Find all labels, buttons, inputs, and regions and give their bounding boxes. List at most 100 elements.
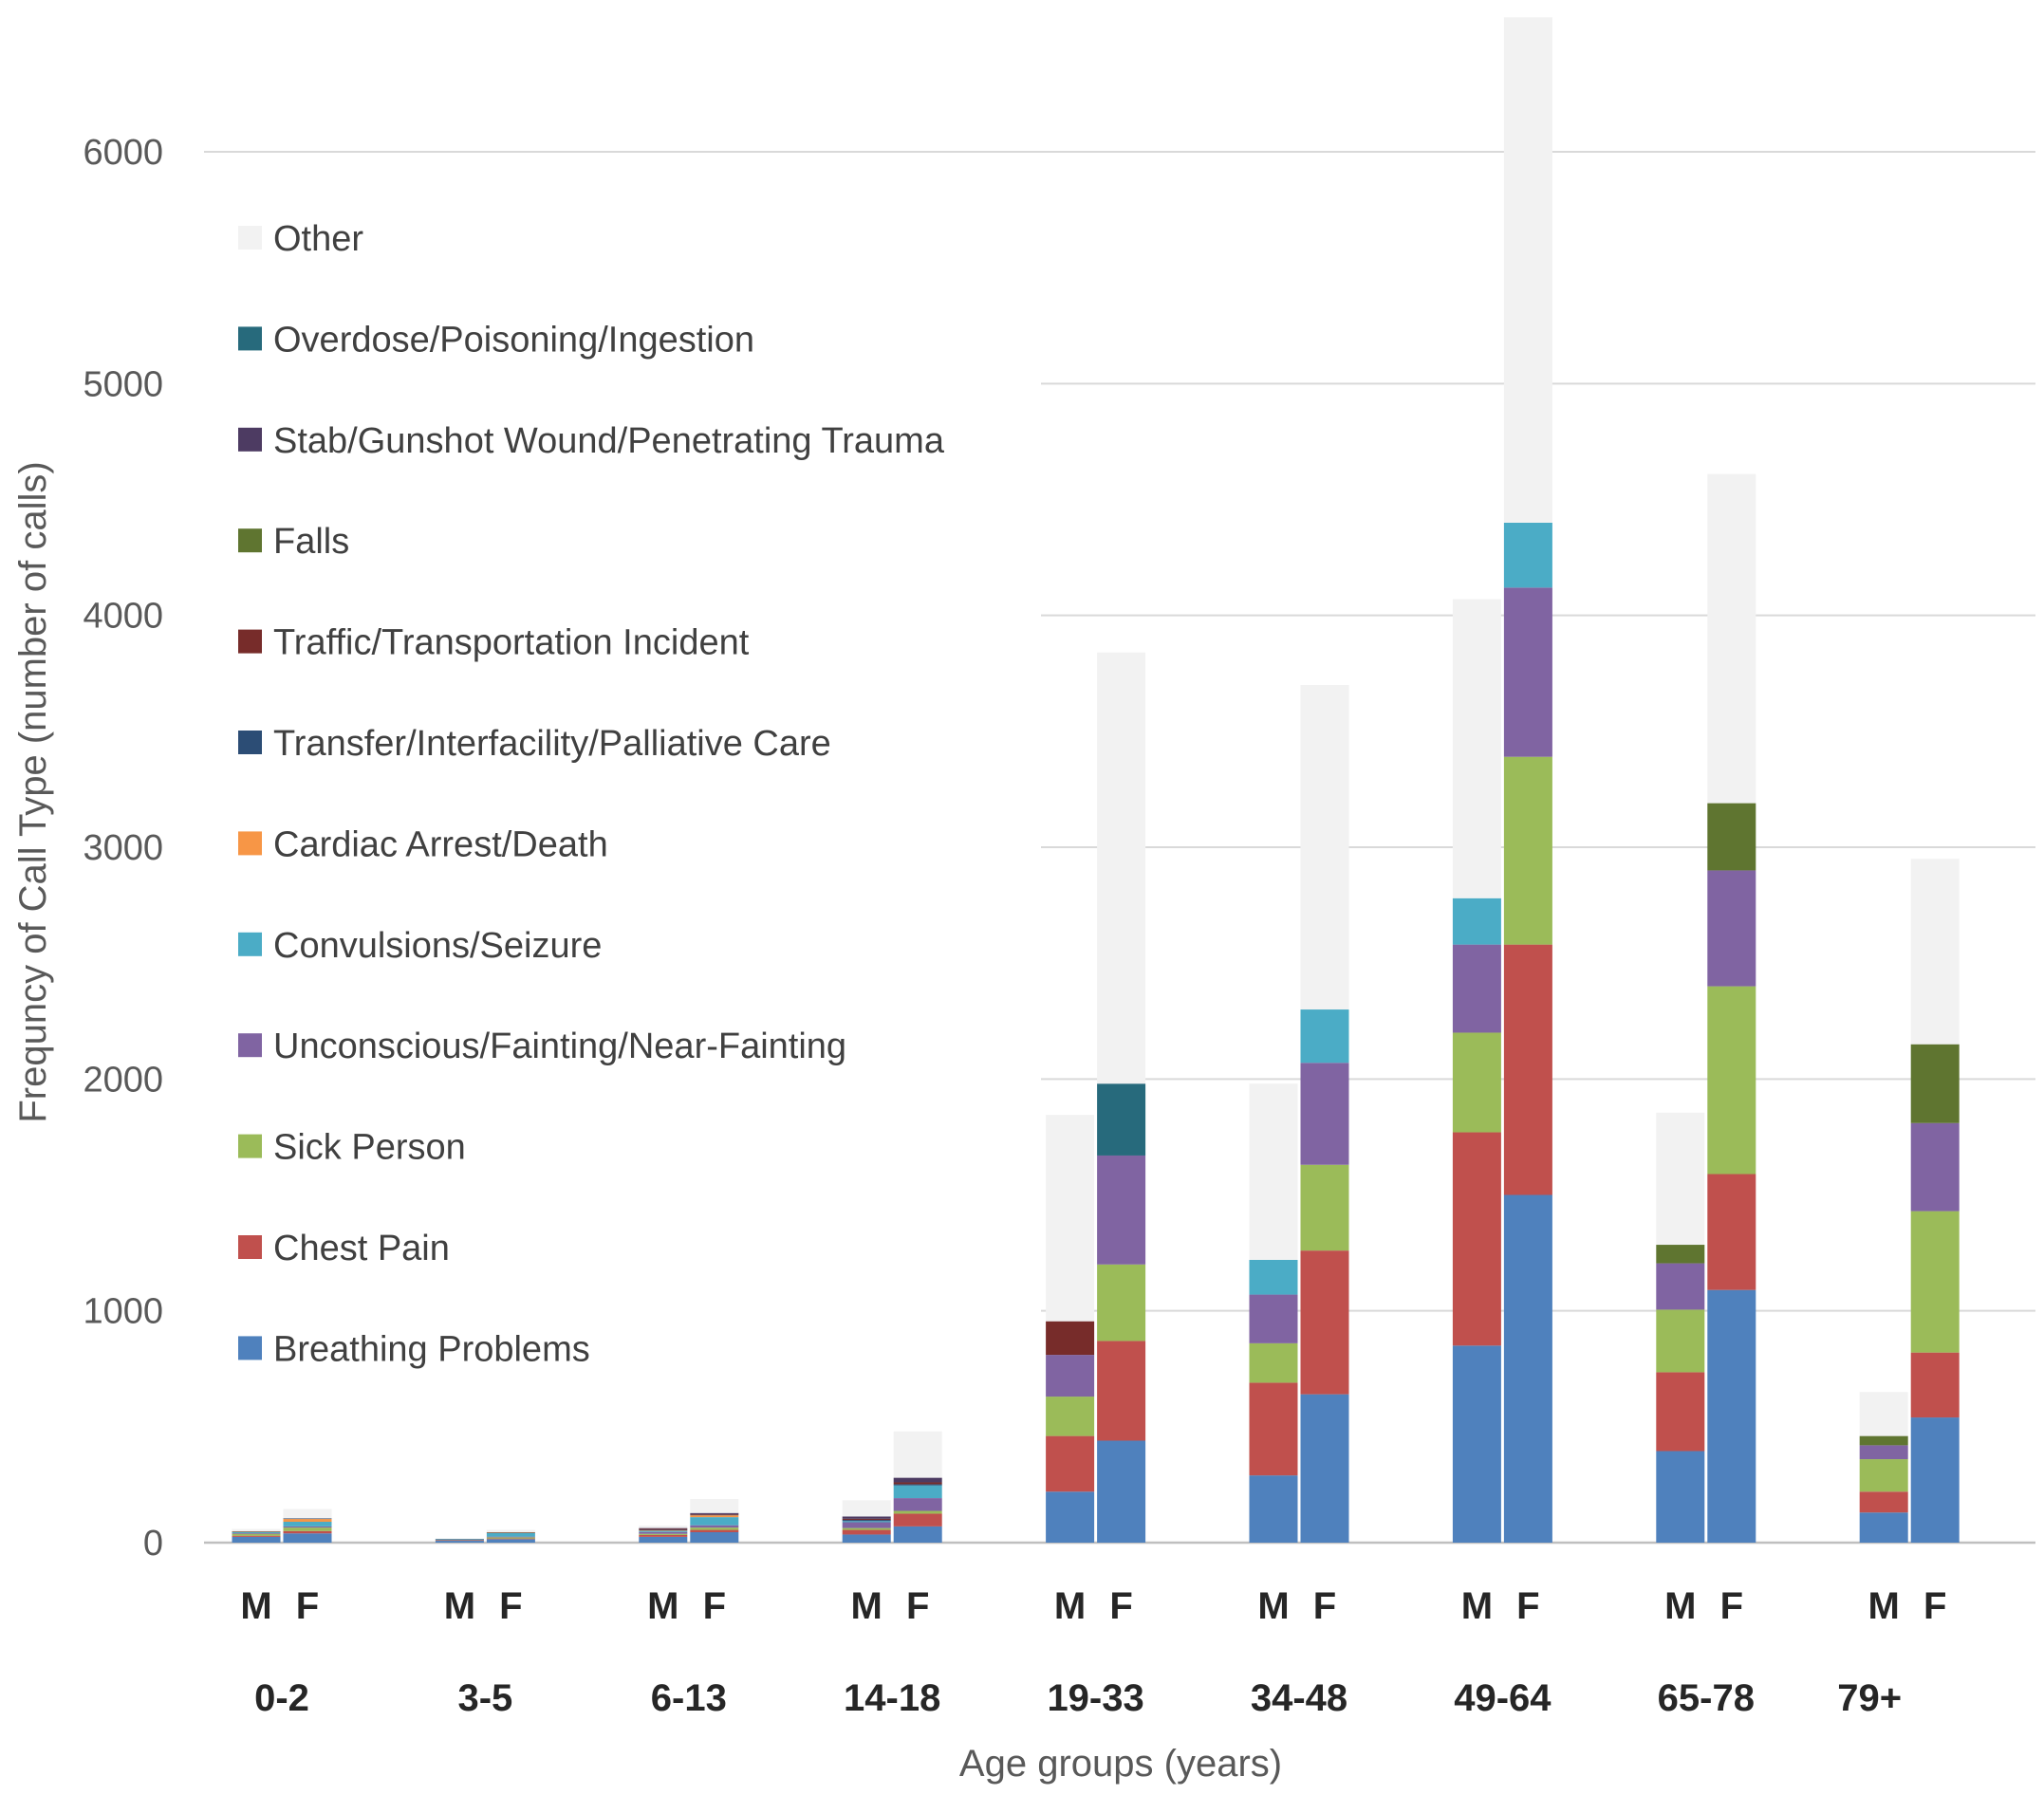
legend-swatch-chest-pain — [238, 1235, 262, 1259]
bar-segment-convulsions-seizure-3-5-f — [486, 1532, 535, 1537]
legend-label-sick-person: Sick Person — [273, 1128, 466, 1168]
legend-swatch-overdose-poisoning-ingestion — [238, 326, 262, 351]
bar-segment-breathing-problems-49-64-f — [1503, 1194, 1552, 1543]
bar-segment-falls-65-78-m — [1656, 1245, 1705, 1264]
bar-segment-breathing-problems-14-18-m — [842, 1534, 891, 1543]
legend-swatch-sick-person — [238, 1134, 262, 1158]
age-group-label: 6-13 — [651, 1677, 727, 1719]
bar-segment-chest-pain-19-33-m — [1046, 1435, 1095, 1492]
legend-label-overdose-poisoning-ingestion: Overdose/Poisoning/Ingestion — [273, 320, 754, 360]
bar-segment-cardiac-arrest-death-6-13-f — [690, 1515, 739, 1518]
bar-segment-falls-79-m — [1859, 1435, 1908, 1446]
bar-segment-unconscious-fainting-near-fainting-79-m — [1859, 1445, 1908, 1460]
bar-segment-breathing-problems-3-5-m — [435, 1541, 484, 1543]
legend-label-stab-gunshot-wound-penetrating-trauma: Stab/Gunshot Wound/Penetrating Trauma — [273, 421, 945, 461]
bar-segment-breathing-problems-65-78-f — [1707, 1289, 1756, 1543]
sex-label: M — [1868, 1585, 1900, 1627]
bar-segment-chest-pain-3-5-m — [435, 1540, 484, 1542]
bar-segment-cardiac-arrest-death-6-13-m — [639, 1530, 688, 1531]
y-tick-label: 4000 — [83, 597, 163, 637]
bar-segment-sick-person-6-13-m — [639, 1533, 688, 1535]
bar-segment-chest-pain-49-64-m — [1452, 1132, 1501, 1346]
bar-segment-unconscious-fainting-near-fainting-65-78-f — [1707, 870, 1756, 987]
bar-segment-unconscious-fainting-near-fainting-65-78-m — [1656, 1263, 1705, 1310]
bar-segment-chest-pain-6-13-f — [690, 1529, 739, 1533]
bar-segment-breathing-problems-3-5-f — [486, 1539, 535, 1543]
bar-segment-unconscious-fainting-near-fainting-19-33-m — [1046, 1355, 1095, 1397]
bar-segment-stab-gunshot-wound-penetrating-trauma-6-13-m — [639, 1527, 688, 1529]
bar-segment-transfer-interfacility-palliative-care-6-13-m — [639, 1529, 688, 1531]
sex-label: M — [1054, 1585, 1086, 1627]
bar-segment-breathing-problems-6-13-m — [639, 1536, 688, 1543]
bar-segment-traffic-transportation-incident-19-33-m — [1046, 1321, 1095, 1356]
y-tick-label: 3000 — [83, 828, 163, 868]
sex-label: F — [703, 1585, 726, 1627]
legend-label-traffic-transportation-incident: Traffic/Transportation Incident — [273, 623, 750, 663]
bar-segment-overdose-poisoning-ingestion-19-33-f — [1097, 1083, 1146, 1156]
legend-label-convulsions-seizure: Convulsions/Seizure — [273, 926, 602, 966]
legend-swatch-convulsions-seizure — [238, 932, 262, 956]
bar-segment-transfer-interfacility-palliative-care-14-18-m — [842, 1520, 891, 1522]
bar-segment-other-6-13-f — [690, 1499, 739, 1513]
bar-segment-transfer-interfacility-palliative-care-6-13-f — [690, 1514, 739, 1516]
bar-segment-sick-person-34-48-f — [1300, 1164, 1349, 1251]
bar-segment-falls-79-f — [1910, 1044, 1960, 1123]
legend-label-other: Other — [273, 219, 363, 259]
bar-segment-sick-person-6-13-f — [690, 1527, 739, 1530]
bar-segment-sick-person-14-18-f — [893, 1510, 942, 1514]
legend-label-transfer-interfacility-palliative-care: Transfer/Interfacility/Palliative Care — [273, 724, 831, 764]
bar-segment-stab-gunshot-wound-penetrating-trauma-6-13-f — [690, 1512, 739, 1514]
y-tick-label: 2000 — [83, 1060, 163, 1100]
sex-label: F — [1923, 1585, 1946, 1627]
bar-segment-breathing-problems-14-18-f — [893, 1526, 942, 1543]
y-tick-label: 0 — [143, 1524, 163, 1564]
bar-segment-other-14-18-f — [893, 1431, 942, 1478]
y-tick-label: 5000 — [83, 364, 163, 404]
bar-segment-other-34-48-m — [1249, 1083, 1298, 1260]
x-axis-title: Age groups (years) — [959, 1743, 1282, 1785]
bar-segment-sick-person-65-78-m — [1656, 1309, 1705, 1373]
legend-label-cardiac-arrest-death: Cardiac Arrest/Death — [273, 824, 608, 864]
bar-segment-unconscious-fainting-near-fainting-14-18-m — [842, 1522, 891, 1528]
y-axis-ticks: 0 1000 2000 3000 4000 5000 6000 — [83, 133, 163, 1564]
age-group-label: 14-18 — [844, 1677, 940, 1719]
age-group-label: 34-48 — [1251, 1677, 1347, 1719]
bar-segment-convulsions-seizure-6-13-m — [639, 1530, 688, 1532]
legend-swatch-traffic-transportation-incident — [238, 629, 262, 654]
legend-swatch-transfer-interfacility-palliative-care — [238, 731, 262, 754]
bar-segment-chest-pain-6-13-m — [639, 1534, 688, 1537]
age-group-label: 3-5 — [457, 1677, 512, 1719]
age-group-label: 0-2 — [254, 1677, 309, 1719]
bar-segment-other-3-5-m — [435, 1538, 484, 1540]
sex-label: F — [1313, 1585, 1336, 1627]
bar-segment-sick-person-79-f — [1910, 1211, 1960, 1353]
bar-segment-breathing-problems-19-33-m — [1046, 1491, 1095, 1543]
bar-segment-convulsions-seizure-14-18-m — [842, 1521, 891, 1523]
bar-segment-chest-pain-65-78-f — [1707, 1174, 1756, 1290]
bar-segment-other-14-18-m — [842, 1500, 891, 1517]
bar-segment-chest-pain-3-5-f — [486, 1538, 535, 1540]
bar-segment-other-79-m — [1859, 1392, 1908, 1436]
bar-segment-transfer-interfacility-palliative-care-3-5-m — [435, 1539, 484, 1540]
bar-segment-chest-pain-49-64-f — [1503, 944, 1552, 1195]
legend-label-breathing-problems: Breathing Problems — [273, 1329, 590, 1369]
legend-label-falls: Falls — [273, 522, 349, 562]
bar-segment-chest-pain-14-18-m — [842, 1529, 891, 1535]
age-group-label: 19-33 — [1047, 1677, 1143, 1719]
bar-segment-convulsions-seizure-3-5-m — [435, 1539, 484, 1541]
bar-segment-breathing-problems-19-33-f — [1097, 1440, 1146, 1543]
bar-segment-chest-pain-0-2-f — [283, 1530, 332, 1534]
sex-label: F — [1516, 1585, 1539, 1627]
bar-segment-other-19-33-m — [1046, 1115, 1095, 1322]
bar-segment-cardiac-arrest-death-0-2-f — [283, 1519, 332, 1523]
bar-segment-convulsions-seizure-34-48-f — [1300, 1009, 1349, 1064]
bar-segment-cardiac-arrest-death-0-2-m — [232, 1531, 281, 1533]
bar-segment-breathing-problems-79-f — [1910, 1417, 1960, 1543]
bar-segment-other-49-64-m — [1452, 599, 1501, 898]
sex-label: F — [499, 1585, 522, 1627]
y-tick-label: 6000 — [83, 133, 163, 173]
bar-segment-sick-person-3-5-f — [486, 1537, 535, 1539]
bar-segment-other-49-64-f — [1503, 17, 1552, 523]
bar-segment-unconscious-fainting-near-fainting-0-2-m — [232, 1532, 281, 1534]
